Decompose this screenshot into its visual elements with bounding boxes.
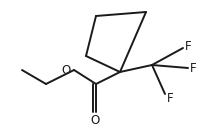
Text: F: F [167,92,174,105]
Text: O: O [90,114,100,127]
Text: F: F [185,41,192,53]
Text: F: F [190,63,197,75]
Text: O: O [62,64,71,78]
